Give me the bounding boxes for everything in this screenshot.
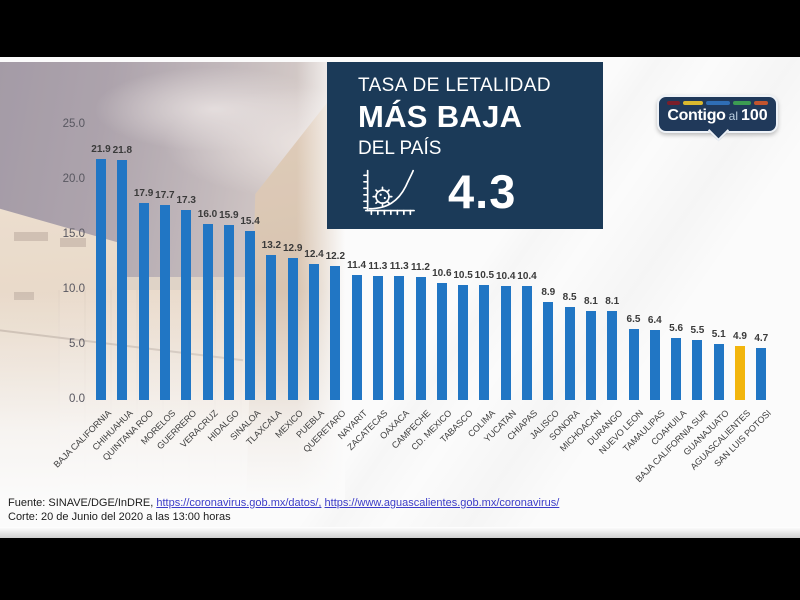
bar-michoacan — [585, 310, 596, 400]
title-line-1: TASA DE LETALIDAD — [358, 75, 551, 96]
logo-text-al: al — [728, 109, 738, 123]
source-line: Fuente: SINAVE/DGE/InDRE, https://corona… — [8, 496, 559, 510]
lethality-rate-value: 4.3 — [448, 165, 517, 218]
bar-value-label: 10.4 — [495, 270, 516, 282]
contigo-al-100-logo: Contigo al 100 — [657, 95, 778, 142]
logo-stripe — [706, 101, 730, 105]
bar-value-label: 17.3 — [176, 194, 196, 206]
bar-jalisco — [543, 302, 554, 400]
bar-san-luis-potosi — [756, 348, 767, 400]
bar-value-label: 6.4 — [647, 314, 662, 326]
bar-puebla — [309, 263, 319, 400]
title-line-3: DEL PAÍS — [358, 138, 442, 159]
bar-value-label: 16.0 — [197, 209, 218, 220]
bar-value-label: 5.6 — [669, 323, 684, 335]
bar-value-label: 6.5 — [626, 313, 641, 325]
bar-mexico — [287, 258, 298, 400]
bar-chiapas — [522, 285, 532, 400]
bar-chihuahua — [117, 160, 128, 400]
y-axis-label: 20.0 — [62, 173, 85, 185]
footer: Fuente: SINAVE/DGE/InDRE, https://corona… — [8, 496, 559, 524]
bar-hidalgo — [223, 225, 234, 400]
bar-coahuila — [671, 338, 682, 400]
bar-value-label: 8.9 — [541, 287, 556, 299]
bar-value-label: 15.9 — [219, 210, 239, 222]
bar-value-label: 11.2 — [411, 261, 430, 273]
bar-sinaloa — [245, 230, 256, 400]
bar-nuevo-leon — [628, 328, 639, 400]
slide: 0.0 5.0 10.0 15.0 20.0 25.0 21.9 BAJA CALIFORNI… — [0, 57, 800, 538]
aguascalientes-gob-link[interactable]: https://www.aguascalientes.gob.mx/corona… — [324, 497, 560, 509]
y-axis-label: 15.0 — [62, 228, 85, 240]
footer-divider — [0, 527, 800, 538]
bar-baja-california — [96, 159, 106, 400]
bar-chart: 0.0 5.0 10.0 15.0 20.0 25.0 21.9 BAJA CALIFORNI… — [0, 57, 800, 538]
logo-text-contigo: Contigo — [667, 107, 726, 124]
bar-value-label: 8.5 — [562, 291, 577, 303]
bar-durango — [607, 310, 618, 400]
bar-cd-mexico — [436, 283, 447, 400]
bar-yucatan — [500, 285, 511, 400]
logo-stripes — [667, 101, 768, 105]
bar-value-label: 21.8 — [112, 145, 133, 157]
bar-value-label: 5.5 — [690, 324, 705, 336]
bar-value-label: 15.4 — [240, 215, 260, 227]
coronavirus-gob-link[interactable]: https://coronavirus.gob.mx/datos/, — [156, 497, 322, 509]
source-prefix: Fuente: SINAVE/DGE/InDRE, — [8, 497, 157, 509]
bar-value-label: 5.1 — [711, 328, 726, 340]
bar-zacatecas — [372, 275, 383, 400]
bar-baja-california-sur — [692, 339, 703, 400]
bar-value-label: 10.5 — [453, 269, 473, 281]
bar-value-label: 13.2 — [261, 239, 282, 251]
bar-morelos — [159, 205, 170, 400]
bar-sonora — [564, 306, 575, 400]
y-axis-label: 25.0 — [62, 118, 85, 130]
bar-value-label: 11.3 — [389, 260, 409, 272]
bar-value-label: 11.4 — [347, 259, 367, 271]
bar-value-label: 12.4 — [304, 248, 324, 260]
bar-value-label: 10.5 — [474, 269, 495, 281]
bar-colima — [479, 284, 490, 400]
bar-guanajuato — [713, 343, 724, 400]
bar-oaxaca — [394, 275, 405, 400]
bar-nayarit — [351, 274, 362, 400]
bar-value-label: 17.9 — [133, 188, 154, 200]
y-axis-label: 0.0 — [69, 393, 85, 405]
bar-aguascalientes — [735, 346, 745, 400]
bar-tabasco — [458, 284, 469, 400]
bar-value-label: 8.1 — [605, 295, 620, 307]
logo-stripe — [754, 101, 768, 105]
logo-stripe — [683, 101, 703, 105]
bar-value-label: 21.9 — [91, 144, 111, 156]
logo-stripe — [733, 101, 751, 105]
bar-queretaro — [330, 265, 341, 400]
bar-value-label: 10.4 — [517, 270, 537, 282]
bar-value-label: 10.6 — [432, 268, 452, 280]
bar-quintana-roo — [138, 203, 149, 400]
bar-value-label: 17.7 — [155, 190, 175, 202]
bar-value-label: 8.1 — [583, 295, 598, 307]
bar-tamaulipas — [649, 329, 660, 400]
bar-value-label: 11.3 — [368, 260, 388, 272]
bar-value-label: 4.7 — [754, 333, 769, 345]
virus-growth-chart-icon — [363, 169, 415, 215]
title-card: TASA DE LETALIDAD MÁS BAJA DEL PAÍS 4.3 — [327, 62, 603, 229]
bar-value-label: 4.9 — [733, 331, 747, 343]
bar-value-label: 12.9 — [282, 243, 303, 255]
logo-stripe — [667, 101, 680, 105]
y-axis-label: 5.0 — [69, 338, 85, 350]
bar-veracruz — [202, 224, 213, 400]
photo-fade-overlay — [0, 62, 345, 502]
y-axis-label: 10.0 — [62, 283, 85, 295]
title-line-2: MÁS BAJA — [358, 99, 523, 134]
bar-value-label: 12.2 — [325, 250, 346, 262]
bar-campeche — [415, 276, 426, 400]
cutoff-line: Corte: 20 de Junio del 2020 a las 13:00 … — [8, 511, 231, 523]
bar-guerrero — [181, 209, 192, 400]
logo-text-100: 100 — [740, 107, 768, 124]
bar-tlaxcala — [266, 254, 277, 400]
